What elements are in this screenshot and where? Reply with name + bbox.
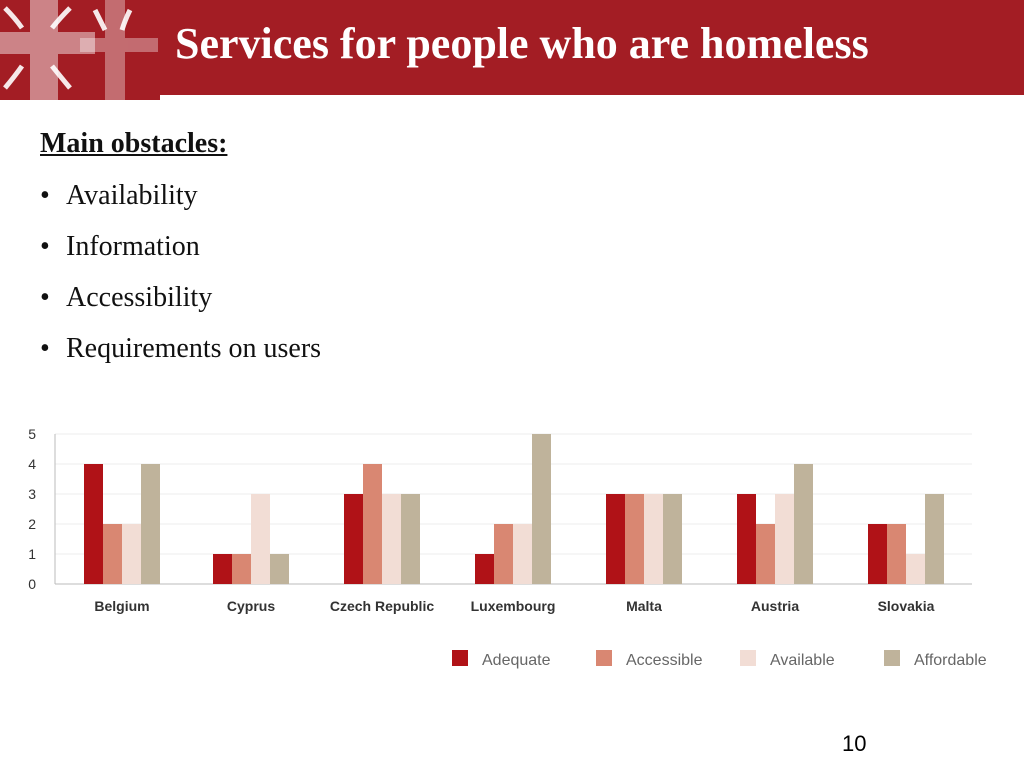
y-tick-label: 2 — [28, 516, 36, 532]
bar-affordable — [663, 494, 682, 584]
bar-available — [382, 494, 401, 584]
obstacles-heading: Main obstacles: — [40, 128, 228, 159]
bar-accessible — [756, 524, 775, 584]
bar-available — [122, 524, 141, 584]
bar-adequate — [737, 494, 756, 584]
legend-swatch — [884, 650, 900, 666]
obstacle-item: Requirements on users — [40, 323, 640, 374]
legend-label: Available — [770, 652, 835, 669]
bar-accessible — [887, 524, 906, 584]
bar-accessible — [494, 524, 513, 584]
x-category-label: Austria — [751, 598, 799, 614]
y-tick-label: 1 — [28, 546, 36, 562]
obstacles-section: Main obstacles: Availability Information… — [40, 128, 640, 374]
obstacle-item: Accessibility — [40, 272, 640, 323]
bar-accessible — [232, 554, 251, 584]
legend-label: Accessible — [626, 652, 703, 669]
bar-available — [906, 554, 925, 584]
bar-adequate — [606, 494, 625, 584]
x-category-label: Cyprus — [227, 598, 275, 614]
bar-affordable — [794, 464, 813, 584]
bar-affordable — [270, 554, 289, 584]
services-bar-chart: 0 1 2 3 4 5 Belgium Cyprus Czech Republic Luxembo… — [28, 426, 987, 669]
page-title: Services for people who are homeless — [175, 19, 869, 68]
bar-adequate — [344, 494, 363, 584]
bar-affordable — [532, 434, 551, 584]
bar-accessible — [625, 494, 644, 584]
bar-available — [775, 494, 794, 584]
bar-adequate — [868, 524, 887, 584]
obstacle-item: Availability — [40, 170, 640, 221]
bar-adequate — [213, 554, 232, 584]
x-category-label: Malta — [626, 598, 662, 614]
bar-available — [644, 494, 663, 584]
cross-logo-icon — [0, 0, 160, 100]
x-category-label: Belgium — [94, 598, 149, 614]
legend-swatch — [452, 650, 468, 666]
x-category-label: Luxembourg — [471, 598, 556, 614]
bar-adequate — [475, 554, 494, 584]
legend-label: Adequate — [482, 652, 551, 669]
y-tick-label: 0 — [28, 576, 36, 592]
bar-accessible — [363, 464, 382, 584]
obstacles-list: Availability Information Accessibility R… — [40, 170, 640, 374]
legend-swatch — [740, 650, 756, 666]
header-bar: Services for people who are homeless — [0, 0, 1024, 100]
x-category-label: Slovakia — [878, 598, 935, 614]
bar-affordable — [141, 464, 160, 584]
legend-swatch — [596, 650, 612, 666]
y-tick-label: 5 — [28, 426, 36, 442]
bar-affordable — [925, 494, 944, 584]
x-category-label: Czech Republic — [330, 598, 434, 614]
bar-accessible — [103, 524, 122, 584]
bar-affordable — [401, 494, 420, 584]
obstacle-item: Information — [40, 221, 640, 272]
bar-available — [251, 494, 270, 584]
y-tick-label: 3 — [28, 486, 36, 502]
y-tick-label: 4 — [28, 456, 36, 472]
legend-label: Affordable — [914, 652, 987, 669]
bar-available — [513, 524, 532, 584]
page-number: 10 — [842, 731, 867, 756]
bar-adequate — [84, 464, 103, 584]
